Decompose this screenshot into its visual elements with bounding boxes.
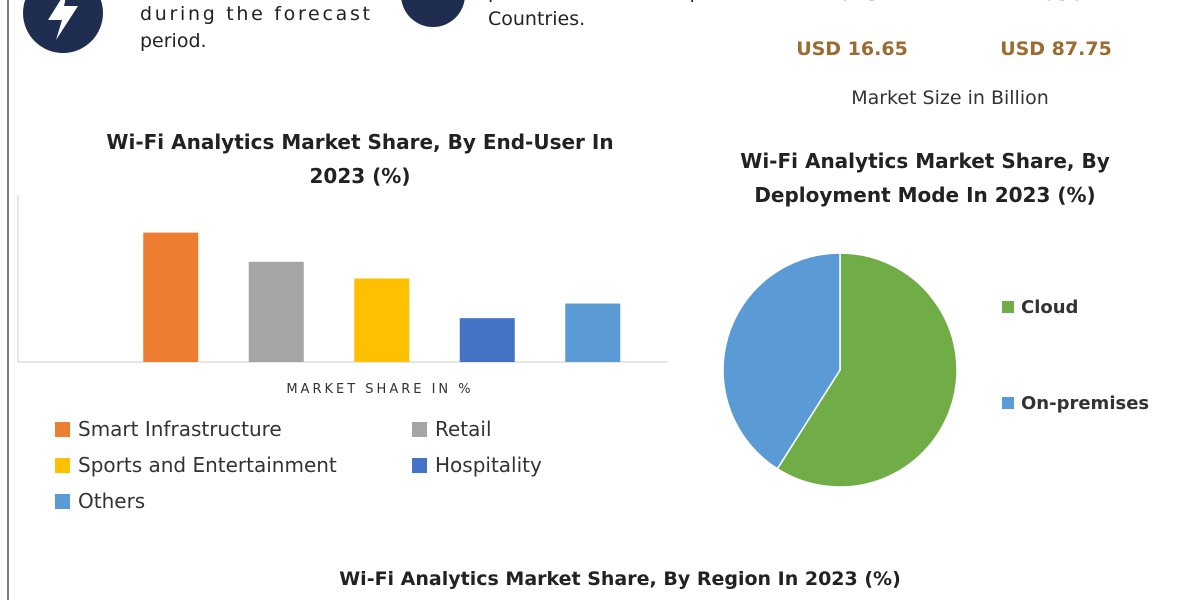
pie-title: Wi-Fi Analytics Market Share, By Deploym… <box>740 149 1110 207</box>
x-axis-label: MARKET SHARE IN % <box>286 382 473 397</box>
bar-title: Wi-Fi Analytics Market Share, By End-Use… <box>106 130 614 188</box>
bar <box>459 318 515 362</box>
bar <box>143 232 199 362</box>
legend-label: Cloud <box>1021 297 1078 318</box>
legend-swatch <box>55 458 70 473</box>
bar <box>565 303 621 362</box>
header-text: period. <box>140 30 207 52</box>
market-value: USD 16.65 <box>796 38 908 60</box>
legend-label: Smart Infrastructure <box>78 417 282 441</box>
market-value: USD 87.75 <box>1000 38 1112 60</box>
market-caption: Market Size in Billion <box>851 87 1049 109</box>
pie-slice <box>776 252 958 488</box>
legend-swatch <box>1002 301 1014 313</box>
icon-glyph <box>48 0 78 40</box>
bar <box>248 261 304 362</box>
bar <box>354 278 410 362</box>
legend-label: Retail <box>435 417 492 441</box>
legend-swatch <box>55 494 70 509</box>
year-label: 2030 <box>1028 0 1084 5</box>
legend-label: On-premises <box>1021 393 1149 414</box>
pie-slice <box>722 252 841 470</box>
header-text: potential in European <box>488 0 745 3</box>
legend-swatch <box>55 422 70 437</box>
region-title: Wi-Fi Analytics Market Share, By Region … <box>339 568 901 590</box>
header-text: during the forecast <box>140 3 370 25</box>
legend-label: Sports and Entertainment <box>78 453 337 477</box>
legend-swatch <box>412 422 427 437</box>
icon <box>401 0 465 27</box>
legend-label: Hospitality <box>435 453 542 477</box>
header-text: Countries. <box>488 8 585 30</box>
legend-label: Others <box>78 489 145 513</box>
legend-swatch <box>412 458 427 473</box>
legend-swatch <box>1002 397 1014 409</box>
year-label: 2023 <box>824 0 880 5</box>
